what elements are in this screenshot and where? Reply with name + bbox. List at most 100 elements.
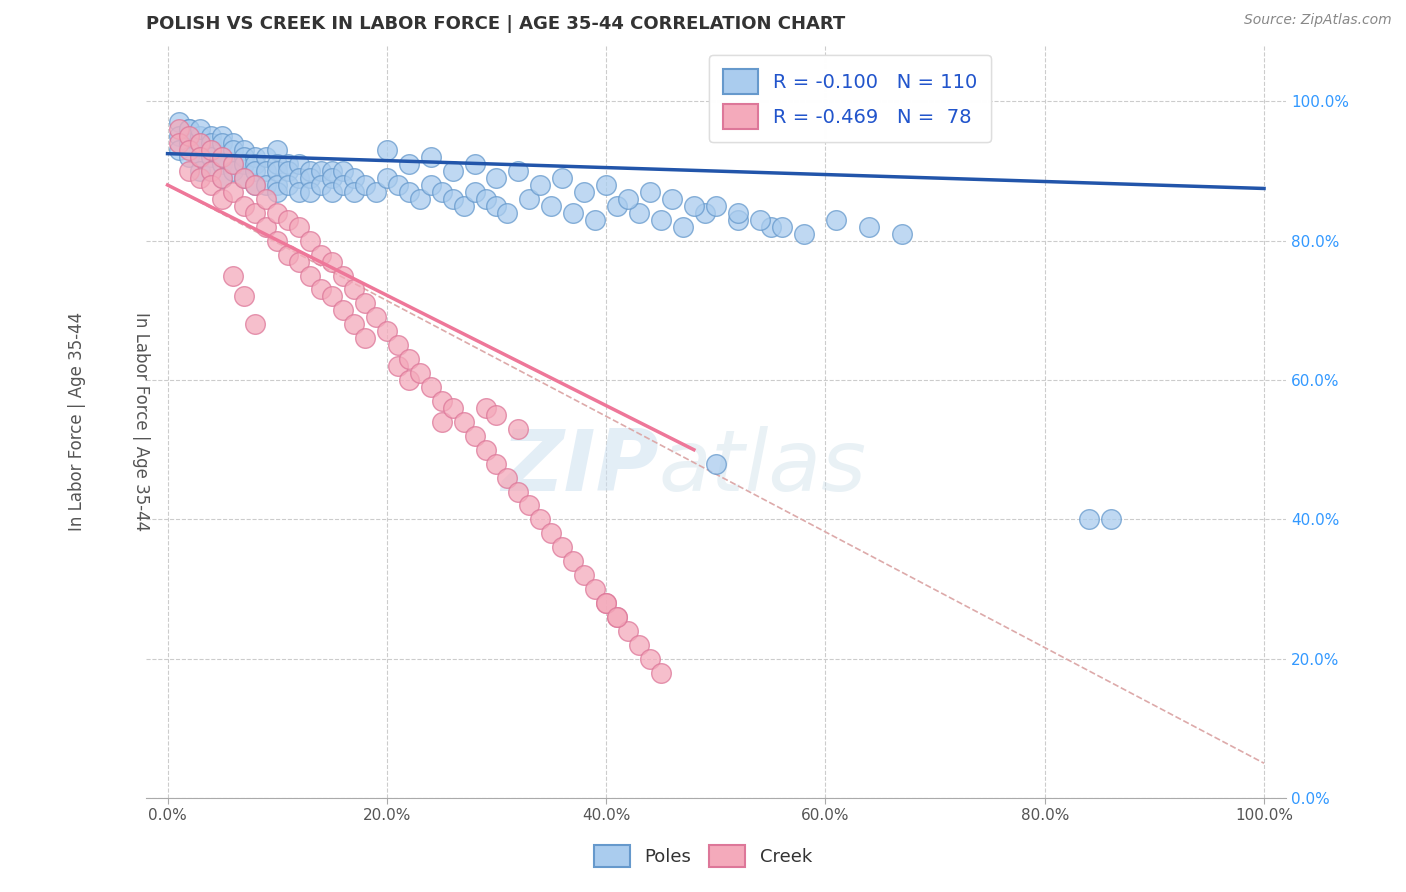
Point [606, 610, 628, 624]
Point [398, 185, 420, 199]
Point [266, 157, 288, 171]
Point [606, 610, 628, 624]
Point [343, 171, 366, 186]
Point [354, 331, 377, 345]
Point [508, 484, 530, 499]
Point [277, 164, 299, 178]
Point [254, 150, 277, 164]
Point [222, 157, 245, 171]
Point [464, 157, 486, 171]
Point [419, 380, 441, 394]
Point [617, 192, 640, 206]
Point [200, 143, 222, 157]
Text: In Labor Force | Age 35-44: In Labor Force | Age 35-44 [69, 312, 86, 532]
Point [650, 212, 672, 227]
Point [190, 129, 212, 144]
Point [233, 289, 256, 303]
Point [770, 219, 793, 234]
Point [167, 129, 190, 144]
Point [190, 136, 212, 151]
Point [200, 150, 222, 164]
Point [309, 164, 332, 178]
Point [332, 178, 354, 192]
Point [179, 150, 201, 164]
Point [464, 185, 486, 199]
Point [179, 129, 201, 144]
Point [364, 185, 387, 199]
Point [387, 338, 409, 352]
Point [190, 136, 212, 151]
Point [409, 192, 432, 206]
Point [672, 219, 695, 234]
Point [288, 157, 311, 171]
Point [277, 157, 299, 171]
Point [254, 219, 277, 234]
Point [309, 283, 332, 297]
Point [485, 457, 508, 471]
Point [453, 199, 475, 213]
Point [825, 212, 848, 227]
Point [519, 499, 541, 513]
Point [245, 157, 267, 171]
Legend: Poles, Creek: Poles, Creek [586, 838, 820, 874]
Point [682, 199, 704, 213]
Point [332, 164, 354, 178]
Point [430, 394, 453, 409]
Point [661, 192, 683, 206]
Point [474, 401, 496, 415]
Point [288, 219, 311, 234]
Point [266, 206, 288, 220]
Point [266, 143, 288, 157]
Point [551, 541, 574, 555]
Point [179, 122, 201, 136]
Point [321, 185, 343, 199]
Point [222, 136, 245, 151]
Point [321, 289, 343, 303]
Point [179, 136, 201, 151]
Point [222, 143, 245, 157]
Point [485, 171, 508, 186]
Point [441, 401, 464, 415]
Point [529, 178, 551, 192]
Point [266, 234, 288, 248]
Point [891, 227, 914, 241]
Point [299, 234, 322, 248]
Point [398, 352, 420, 367]
Point [245, 178, 267, 192]
Point [551, 171, 574, 186]
Point [277, 247, 299, 261]
Point [233, 171, 256, 186]
Point [222, 157, 245, 171]
Point [540, 526, 562, 541]
Point [277, 212, 299, 227]
Point [222, 164, 245, 178]
Point [441, 192, 464, 206]
Point [190, 122, 212, 136]
Point [266, 178, 288, 192]
Point [288, 254, 311, 268]
Point [858, 219, 880, 234]
Point [617, 624, 640, 638]
Point [343, 318, 366, 332]
Point [574, 568, 596, 582]
Point [628, 638, 651, 652]
Point [375, 171, 398, 186]
Point [529, 512, 551, 526]
Point [211, 192, 233, 206]
Point [638, 185, 661, 199]
Point [508, 164, 530, 178]
Point [309, 178, 332, 192]
Point [245, 164, 267, 178]
Point [704, 457, 727, 471]
Point [595, 596, 617, 610]
Point [254, 164, 277, 178]
Y-axis label: In Labor Force | Age 35-44: In Labor Force | Age 35-44 [132, 312, 149, 532]
Point [200, 164, 222, 178]
Point [419, 178, 441, 192]
Point [354, 178, 377, 192]
Point [167, 136, 190, 151]
Point [266, 164, 288, 178]
Point [583, 582, 606, 596]
Point [727, 212, 749, 227]
Point [354, 296, 377, 310]
